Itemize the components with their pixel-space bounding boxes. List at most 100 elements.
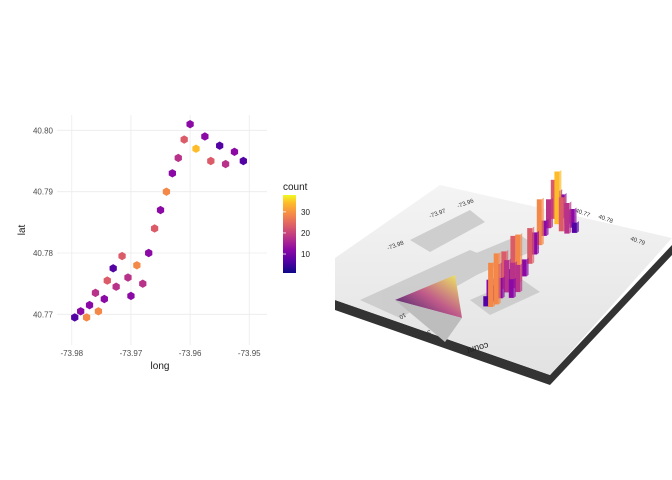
3d-column [532, 232, 537, 255]
3d-column [510, 262, 515, 289]
3d-column-side [546, 219, 549, 236]
3d-column [501, 251, 507, 289]
3d-column [515, 264, 521, 293]
svg-text:-73.96: -73.96 [457, 198, 476, 210]
hex-cell [201, 132, 209, 141]
hex-cell [168, 169, 176, 178]
3d-column [564, 203, 570, 234]
3d-column [508, 279, 514, 298]
3d-column-side [532, 226, 535, 264]
hex-cell [207, 156, 215, 166]
hex-cell [180, 135, 188, 144]
3d-column [558, 197, 564, 232]
x-tick-label: -73.97 [120, 349, 143, 358]
3d-column-side [541, 197, 544, 246]
svg-text:-73.97: -73.97 [429, 208, 448, 220]
3d-column [504, 260, 509, 293]
hex-cell [150, 224, 159, 233]
3d-column-side [498, 251, 501, 305]
x-tick-label: -73.96 [179, 349, 202, 358]
color-legend: count 10 20 30 [283, 182, 310, 273]
svg-text:40.79: 40.79 [629, 236, 646, 247]
y-axis-ticks: 40.77 40.78 40.79 40.80 [33, 126, 54, 319]
3d-column [546, 199, 551, 229]
y-tick-label: 40.79 [33, 188, 54, 197]
x-tick-label: -73.98 [60, 349, 83, 358]
3d-column [527, 228, 533, 264]
y-tick-label: 40.80 [33, 126, 54, 135]
hex-cell [100, 294, 108, 304]
3d-column [488, 262, 494, 307]
hex-cell [216, 141, 224, 150]
x-axis-ticks: -73.98 -73.97 -73.96 -73.95 [60, 349, 261, 358]
3d-column [536, 199, 542, 246]
3d-column-side [574, 207, 577, 228]
legend-tick-label: 10 [301, 250, 310, 259]
hex-cell [174, 153, 182, 163]
svg-text:40.78: 40.78 [597, 214, 614, 225]
3d-column [493, 253, 499, 305]
3d-axis-ticks: -73.98 -73.97 -73.96 40.77 40.78 40.79 [387, 198, 646, 252]
hex-cell [85, 300, 94, 310]
3d-column [569, 209, 575, 228]
3d-columns [483, 170, 579, 308]
legend-tick-label: 30 [301, 208, 310, 217]
hex-cell [118, 251, 126, 261]
legend-wall [395, 300, 462, 342]
hex-cell [139, 279, 147, 288]
3d-column-side [502, 276, 505, 299]
hex-cell [239, 156, 247, 166]
legend-title: count [283, 182, 308, 193]
hex-cell [77, 307, 85, 316]
y-tick-label: 40.78 [33, 249, 54, 258]
legend-tick-10: 10 [397, 311, 406, 320]
hex-cell [71, 313, 79, 322]
legend-tick-30: 30 [422, 328, 431, 337]
hex-cell [109, 264, 117, 273]
y-tick-label: 40.77 [33, 310, 54, 319]
3d-bar-panel: 10 30 count -73.98 -73.97 -73.96 40.77 4… [335, 170, 672, 385]
x-axis-title: long [151, 361, 170, 372]
3d-column [550, 179, 556, 219]
3d-column-side [569, 201, 572, 234]
hexbin-heatmap-panel: -73.98 -73.97 -73.96 -73.95 40.77 40.78 40.79… [17, 115, 310, 372]
3d-column [541, 220, 547, 236]
legend-ticks: 10 20 30 [283, 208, 310, 259]
3d-column-side [550, 197, 553, 229]
hex-cell [91, 288, 100, 298]
grid-lines [57, 115, 267, 345]
hexbin-cells [71, 120, 247, 322]
hex-cell [186, 120, 194, 129]
x-tick-label: -73.95 [238, 349, 261, 358]
hex-cell [156, 205, 165, 215]
colorbar [283, 195, 296, 273]
hex-cell [127, 291, 135, 301]
hex-cell [162, 187, 171, 196]
3d-column-side [537, 230, 540, 255]
hex-cell [230, 147, 239, 156]
legend-surface [395, 275, 462, 318]
hex-cell [145, 248, 153, 258]
3d-column [510, 235, 516, 277]
3d-column [483, 296, 489, 307]
3d-column [571, 222, 577, 233]
3d-column-side [513, 277, 516, 298]
3d-column [515, 234, 521, 283]
hex-cell [133, 261, 141, 270]
svg-text:40.77: 40.77 [574, 208, 591, 219]
y-axis-title: lat [17, 224, 28, 235]
3d-column-side [520, 263, 523, 293]
hex-cell [82, 313, 91, 322]
3d-legend: 10 30 count [395, 275, 490, 356]
hex-cell [103, 276, 111, 285]
legend-tick-label: 20 [301, 229, 310, 238]
3d-column [554, 171, 560, 225]
hex-cell [112, 282, 120, 291]
hex-cell [192, 144, 200, 153]
3d-column [521, 259, 527, 277]
3d-column-side [526, 257, 529, 277]
hex-cell [94, 307, 103, 316]
hex-cell [124, 273, 132, 282]
hex-cell [221, 159, 230, 169]
